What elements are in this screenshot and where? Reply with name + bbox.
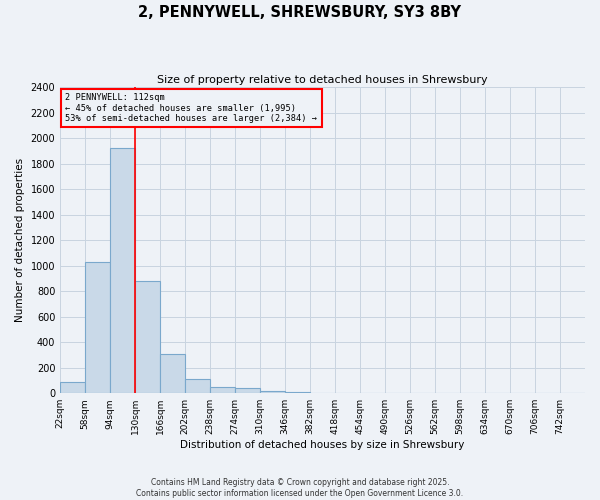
Title: Size of property relative to detached houses in Shrewsbury: Size of property relative to detached ho… [157, 75, 488, 85]
Text: Contains HM Land Registry data © Crown copyright and database right 2025.
Contai: Contains HM Land Registry data © Crown c… [136, 478, 464, 498]
Bar [135, 281, 160, 393]
Bar [60, 382, 85, 393]
Bar [210, 387, 235, 393]
Y-axis label: Number of detached properties: Number of detached properties [15, 158, 25, 322]
Bar [260, 390, 285, 393]
Text: 2, PENNYWELL, SHREWSBURY, SY3 8BY: 2, PENNYWELL, SHREWSBURY, SY3 8BY [139, 5, 461, 20]
Bar [160, 354, 185, 393]
Text: 2 PENNYWELL: 112sqm
← 45% of detached houses are smaller (1,995)
53% of semi-det: 2 PENNYWELL: 112sqm ← 45% of detached ho… [65, 94, 317, 123]
Bar [235, 388, 260, 393]
Bar [110, 148, 135, 393]
Bar [185, 379, 210, 393]
X-axis label: Distribution of detached houses by size in Shrewsbury: Distribution of detached houses by size … [181, 440, 465, 450]
Bar [85, 262, 110, 393]
Bar [285, 392, 310, 393]
